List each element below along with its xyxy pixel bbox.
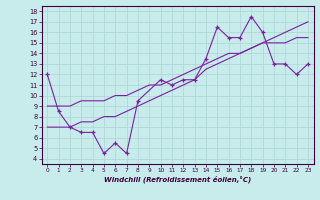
X-axis label: Windchill (Refroidissement éolien,°C): Windchill (Refroidissement éolien,°C)	[104, 176, 251, 183]
